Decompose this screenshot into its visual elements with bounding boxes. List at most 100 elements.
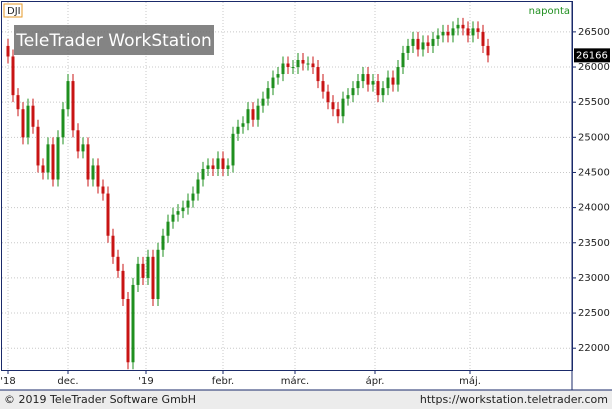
x-tick-label: '19 [138, 376, 153, 387]
candle-body [36, 126, 40, 166]
candle-body [306, 63, 310, 65]
footer-bar [0, 390, 612, 409]
candle-body [241, 123, 245, 127]
candle-body [226, 165, 230, 169]
candle-body [281, 63, 285, 75]
candle-body [336, 109, 340, 117]
candle-body [51, 144, 55, 180]
x-tick-label: dec. [57, 376, 78, 387]
candle-body [476, 28, 480, 32]
candle-body [151, 256, 155, 300]
candle-body [216, 158, 220, 169]
candle-body [121, 270, 125, 300]
y-tick-label: 22500 [578, 308, 610, 319]
candle-body [86, 144, 90, 180]
candle-body [256, 105, 260, 120]
candles [6, 17, 490, 370]
candle-body [236, 126, 240, 134]
candle-body [431, 38, 435, 46]
candle-body [341, 98, 345, 117]
candle-body [396, 67, 400, 85]
candle-body [361, 74, 365, 82]
y-tick-label: 23500 [578, 238, 610, 249]
candle-body [271, 77, 275, 89]
candle-body [166, 221, 170, 236]
candle-body [176, 211, 180, 215]
candle-body [186, 200, 190, 208]
candle-body [301, 59, 305, 64]
symbol-box [3, 3, 23, 18]
candle-body [351, 88, 355, 96]
candle-body [456, 24, 460, 29]
watermark-box [14, 25, 214, 55]
candle-body [346, 95, 350, 99]
candle-body [161, 235, 165, 250]
candle-body [316, 67, 320, 82]
candle-body [116, 256, 120, 271]
candle-body [451, 28, 455, 36]
candle-body [386, 77, 390, 89]
candle-body [376, 81, 380, 96]
candle-body [141, 263, 145, 278]
candle-body [96, 165, 100, 187]
symbol: DJI [7, 6, 21, 17]
candle-body [206, 165, 210, 169]
candle-body [31, 105, 35, 127]
y-tick-label: 24000 [578, 203, 610, 214]
last-price: 26166 [576, 50, 608, 61]
candle-body [231, 133, 235, 166]
candle-body [171, 214, 175, 222]
candle-body [211, 165, 215, 169]
candle-body [261, 98, 265, 106]
candle-body [201, 168, 205, 180]
candle-body [421, 42, 425, 50]
x-tick-label: máj. [459, 375, 481, 387]
candle-body [291, 67, 295, 69]
y-tick-label: 24500 [578, 167, 610, 178]
candle-body [41, 165, 45, 173]
candle-body [406, 45, 410, 53]
candle-body [91, 165, 95, 180]
candle-body [46, 144, 50, 173]
candle-body [71, 81, 75, 131]
candle-body [276, 74, 280, 78]
last-price-box [574, 48, 610, 63]
candle-body [371, 81, 375, 85]
candle-body [401, 52, 405, 68]
candle-body [251, 109, 255, 120]
candle-body [56, 137, 60, 180]
candle-body [111, 235, 115, 257]
candle-body [181, 207, 185, 212]
grid [2, 2, 572, 370]
candle-body [106, 193, 110, 236]
candle-body [321, 81, 325, 92]
candle-body [11, 56, 15, 96]
candle-body [486, 45, 490, 56]
candle-body [446, 31, 450, 36]
candle-body [21, 109, 25, 138]
candle-body [146, 256, 150, 278]
y-tick-label: 26000 [578, 62, 610, 73]
candle-body [101, 186, 105, 194]
x-tick-label: ápr. [366, 375, 385, 387]
y-tick-label: 26500 [578, 27, 610, 38]
candle-body [66, 81, 70, 110]
candle-body [366, 74, 370, 85]
candle-body [286, 63, 290, 68]
y-tick-label: 25000 [578, 132, 610, 143]
candle-body [426, 42, 430, 46]
candle-body [331, 102, 335, 110]
candle-body [436, 35, 440, 39]
candle-body [466, 28, 470, 36]
period: naponta [529, 6, 570, 17]
candle-body [61, 109, 65, 138]
candle-body [311, 63, 315, 68]
x-tick-label: márc. [281, 375, 309, 387]
candle-body [246, 109, 250, 124]
y-tick-label: 22000 [578, 343, 610, 354]
candle-body [416, 38, 420, 50]
candle-body [6, 45, 10, 57]
url: https://workstation.teletrader.com [420, 393, 608, 406]
